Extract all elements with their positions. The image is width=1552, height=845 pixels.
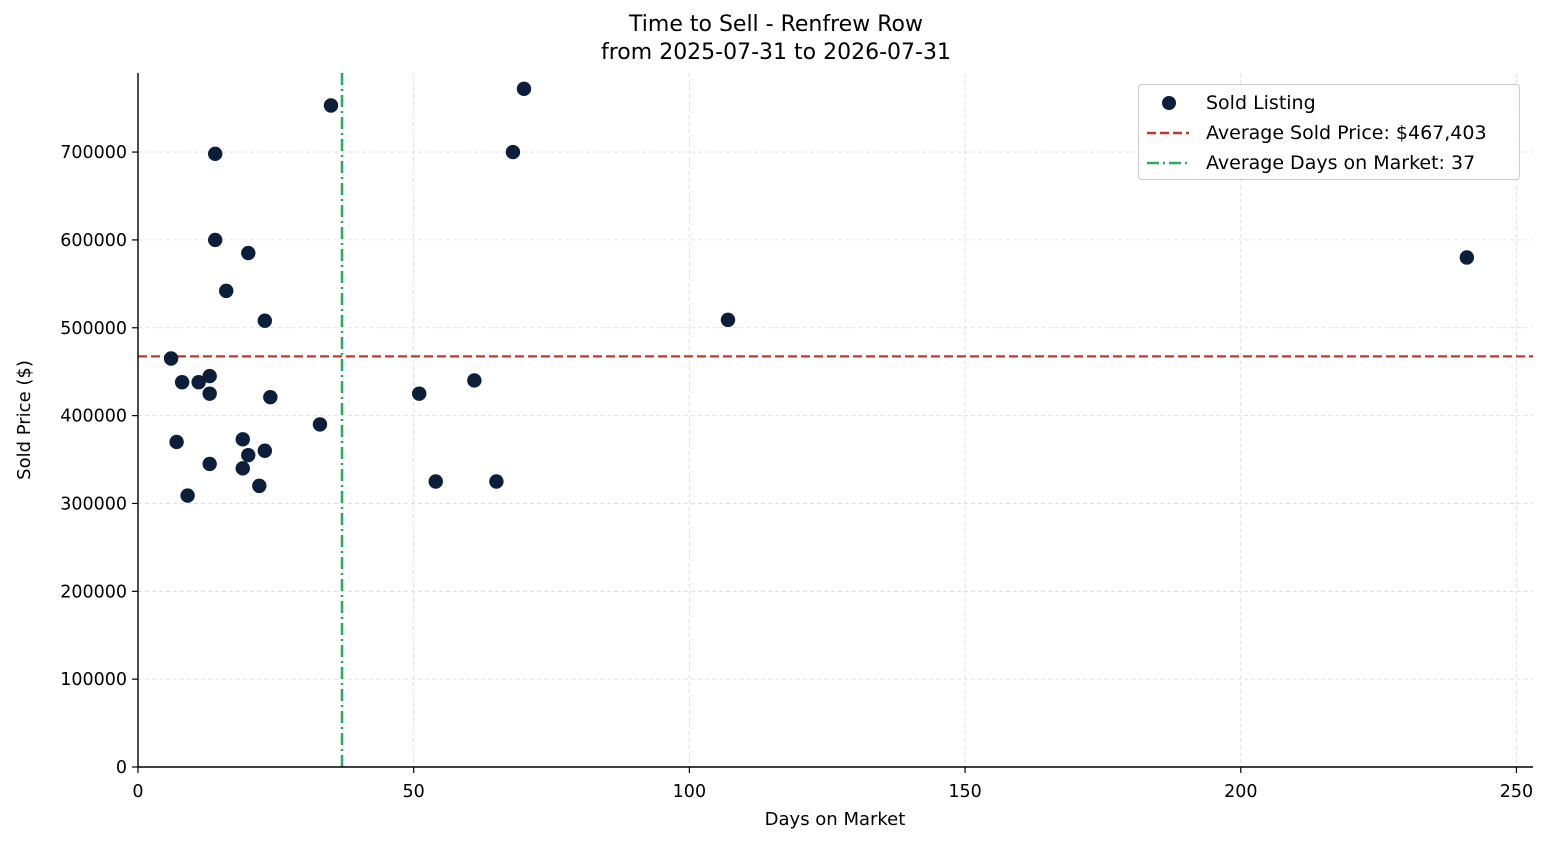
sold-listing-point [257, 443, 273, 458]
y-tick-label: 200000 [60, 582, 127, 602]
chart-subtitle: from 2025-07-31 to 2026-07-31 [601, 40, 951, 65]
legend-label-average-days: Average Days on Market: 37 [1206, 152, 1476, 174]
sold-listing-point [163, 351, 179, 366]
sold-listing-point [235, 461, 250, 476]
sold-listing-point [202, 386, 217, 401]
sold-listing-point [323, 98, 339, 113]
sold-listing-point [202, 368, 217, 384]
sold-listing-point [428, 474, 443, 489]
sold-listing-point [467, 373, 482, 388]
y-tick-label: 600000 [60, 231, 127, 251]
sold-listing-point [202, 456, 217, 472]
x-tick-label: 200 [1224, 782, 1257, 802]
y-tick-label: 400000 [60, 407, 127, 427]
x-tick-label: 50 [403, 782, 425, 802]
legend: Sold Listing Average Sold Price: $467,40… [1138, 84, 1520, 180]
sold-listing-point [263, 389, 278, 405]
legend-line-average-price [1147, 131, 1189, 135]
legend-label-sold-listing: Sold Listing [1206, 92, 1316, 114]
sold-listing-point [505, 144, 521, 160]
sold-listing-point [241, 245, 256, 261]
sold-listing-point [241, 447, 256, 463]
sold-listing-point [252, 478, 267, 494]
x-tick-label: 150 [948, 782, 981, 802]
sold-listing-point [412, 386, 427, 401]
y-tick-label: 100000 [60, 670, 127, 690]
x-tick-label: 0 [132, 782, 143, 802]
sold-listing-point [516, 81, 532, 97]
legend-item-sold-listing: Sold Listing [1139, 88, 1519, 118]
y-axis-label: Sold Price ($) [14, 360, 35, 480]
sold-listing-point [235, 432, 250, 447]
scatter-points [163, 81, 1475, 503]
legend-label-average-price: Average Sold Price: $467,403 [1206, 122, 1487, 144]
sold-listing-point [1459, 250, 1475, 265]
sold-listing-point [720, 312, 736, 328]
reference-lines [138, 73, 1533, 767]
y-tick-label: 500000 [60, 319, 127, 339]
legend-marker-sold-listing [1162, 96, 1176, 110]
sold-listing-point [257, 313, 273, 328]
sold-listing-point [169, 434, 184, 450]
sold-listing-point [207, 232, 223, 248]
chart-title: Time to Sell - Renfrew Row [629, 12, 923, 37]
legend-item-average-days: Average Days on Market: 37 [1139, 148, 1519, 178]
y-tick-label: 0 [116, 758, 127, 778]
axes [137, 73, 1533, 768]
sold-listing-point [489, 474, 504, 489]
legend-item-average-price: Average Sold Price: $467,403 [1139, 118, 1519, 148]
x-axis-label: Days on Market [765, 809, 906, 830]
y-tick-label: 300000 [60, 494, 127, 514]
sold-listing-point [219, 283, 234, 299]
y-tick-label: 700000 [60, 143, 127, 163]
sold-listing-point [180, 488, 195, 503]
sold-listing-point [174, 375, 190, 390]
x-tick-label: 250 [1500, 782, 1533, 802]
legend-line-average-days [1147, 161, 1189, 165]
ticks: 0 50 100 150 200 250 0 100000 200000 300000 400000… [60, 143, 1533, 802]
sold-listing-point [191, 375, 206, 390]
x-tick-label: 100 [673, 782, 706, 802]
sold-listing-point [207, 146, 223, 162]
sold-listing-point [312, 417, 328, 432]
